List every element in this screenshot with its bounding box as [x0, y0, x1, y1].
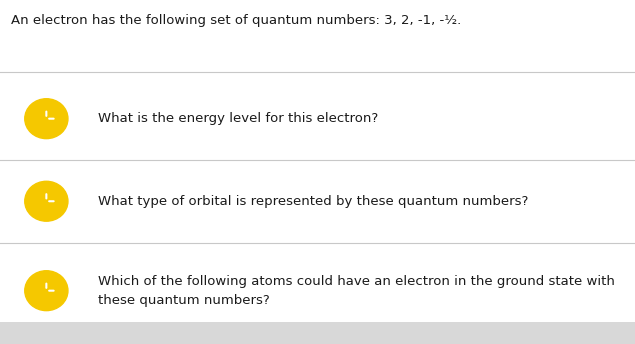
- Ellipse shape: [25, 181, 68, 221]
- FancyBboxPatch shape: [0, 322, 635, 344]
- Ellipse shape: [25, 271, 68, 311]
- Ellipse shape: [25, 99, 68, 139]
- Text: What is the energy level for this electron?: What is the energy level for this electr…: [98, 112, 378, 125]
- Text: What type of orbital is represented by these quantum numbers?: What type of orbital is represented by t…: [98, 195, 529, 208]
- Text: An electron has the following set of quantum numbers: 3, 2, -1, -½.: An electron has the following set of qua…: [11, 14, 462, 27]
- Text: Which of the following atoms could have an electron in the ground state with
the: Which of the following atoms could have …: [98, 275, 615, 307]
